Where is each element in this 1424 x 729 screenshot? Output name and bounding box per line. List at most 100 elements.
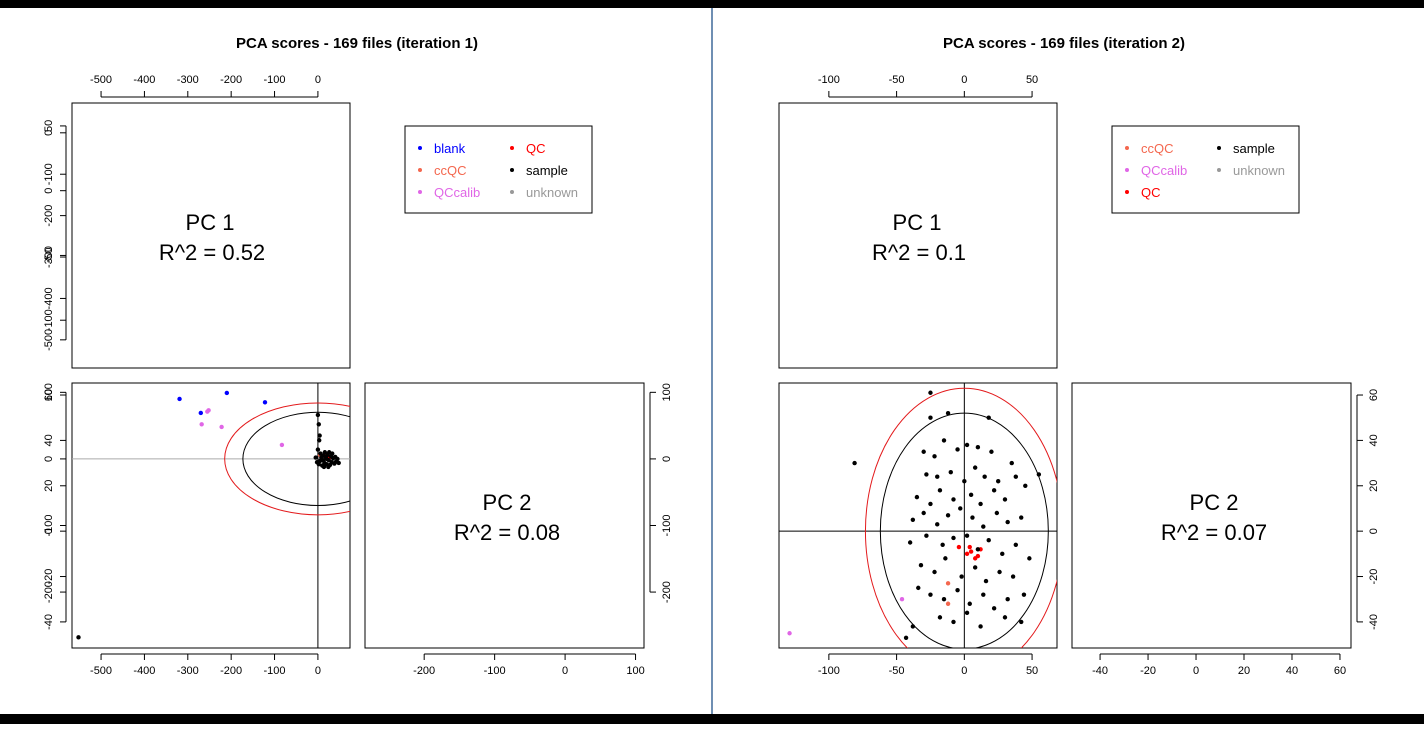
data-point [198,410,204,416]
data-point [322,450,328,455]
data-point [935,522,940,527]
window-divider [711,8,713,714]
tick-label: -20 [1140,665,1156,677]
data-point [321,464,327,470]
data-point [932,569,937,575]
chart: PCA scores - 169 files (iteration 1)-500… [43,35,673,677]
tick-label: 100 [626,665,644,677]
data-point [928,501,933,507]
tick-label: 0 [961,74,967,86]
data-point [1019,515,1024,520]
data-point [326,464,331,470]
panel-frame [71,102,351,369]
data-point [1005,597,1010,602]
tick-label: 40 [1286,665,1298,677]
data-point [313,455,318,460]
tick-label: -20 [1368,569,1380,585]
data-point [224,390,230,396]
data-point [983,578,989,584]
data-point [1013,542,1019,547]
data-point [968,492,974,498]
tick-label: 0 [315,665,321,677]
data-point [945,513,951,518]
tick-label: -400 [43,287,55,309]
data-point [852,460,857,466]
data-point [326,450,332,455]
data-point [1019,619,1024,625]
legend-marker [1125,146,1129,150]
data-point [1027,556,1032,561]
data-point [941,438,947,443]
legend-marker [1125,190,1129,194]
data-point [964,533,970,538]
data-point [991,606,997,611]
tick-label: 0 [961,665,967,677]
panel-frame [364,382,645,649]
data-point [914,494,920,500]
data-point [937,615,943,620]
data-point [972,465,978,470]
legend-label: unknown [526,185,578,200]
data-point [937,488,943,493]
tick-label: -200 [220,665,242,677]
data-point [899,597,905,602]
tick-label: 0 [661,456,673,462]
tick-label: -300 [177,665,199,677]
data-point [316,462,321,467]
legend-label: QCcalib [434,185,480,200]
bottom-bar [0,714,1424,724]
tick-label: 50 [1026,665,1038,677]
tick-label: 0 [1193,665,1199,677]
tick-label: 50 [43,120,55,132]
panel-frame [778,102,1058,369]
data-point [910,624,916,629]
data-point [1013,474,1019,479]
legend-label: unknown [1233,163,1285,178]
data-point [910,517,916,523]
tick-label: -500 [90,74,112,86]
tick-label: -300 [43,246,55,268]
data-point [324,456,329,462]
tick-label: 60 [43,389,55,401]
panel-frame [71,382,351,649]
data-point [964,442,970,448]
data-point [959,574,964,579]
tick-label: 50 [1026,74,1038,86]
tick-label: 0 [43,528,55,534]
tick-label: -200 [220,74,242,86]
tick-label: -100 [264,665,286,677]
legend-marker [510,146,514,150]
pc2-label: PC 2 [483,490,532,515]
legend-label: QCcalib [1141,163,1187,178]
confidence-ellipse [879,412,1049,648]
data-point [315,412,321,418]
data-point [935,474,940,479]
data-point [941,597,947,602]
data-point [916,585,921,591]
legend-label: sample [526,163,568,178]
data-point [945,601,951,606]
data-point [336,460,341,466]
panel-frame [778,382,1058,649]
data-point [951,619,956,625]
tick-label: -40 [43,614,55,630]
legend-marker [418,146,422,150]
pc1-label: PC 1 [893,210,942,235]
pc1-label: PC 1 [186,210,235,235]
data-point [964,551,970,557]
tick-label: 40 [1368,434,1380,446]
data-point [940,542,945,547]
top-bar [0,0,1424,8]
tick-label: 20 [1238,665,1250,677]
data-point [316,422,321,427]
panel-frame [1071,382,1352,649]
data-point [1009,460,1014,466]
tick-label: -200 [413,665,435,677]
data-point [279,442,285,448]
data-point [924,533,929,538]
tick-label: -50 [889,74,905,86]
data-point [948,469,953,475]
legend-box [1111,125,1300,214]
legend-marker [1217,168,1221,172]
data-point [975,547,981,552]
